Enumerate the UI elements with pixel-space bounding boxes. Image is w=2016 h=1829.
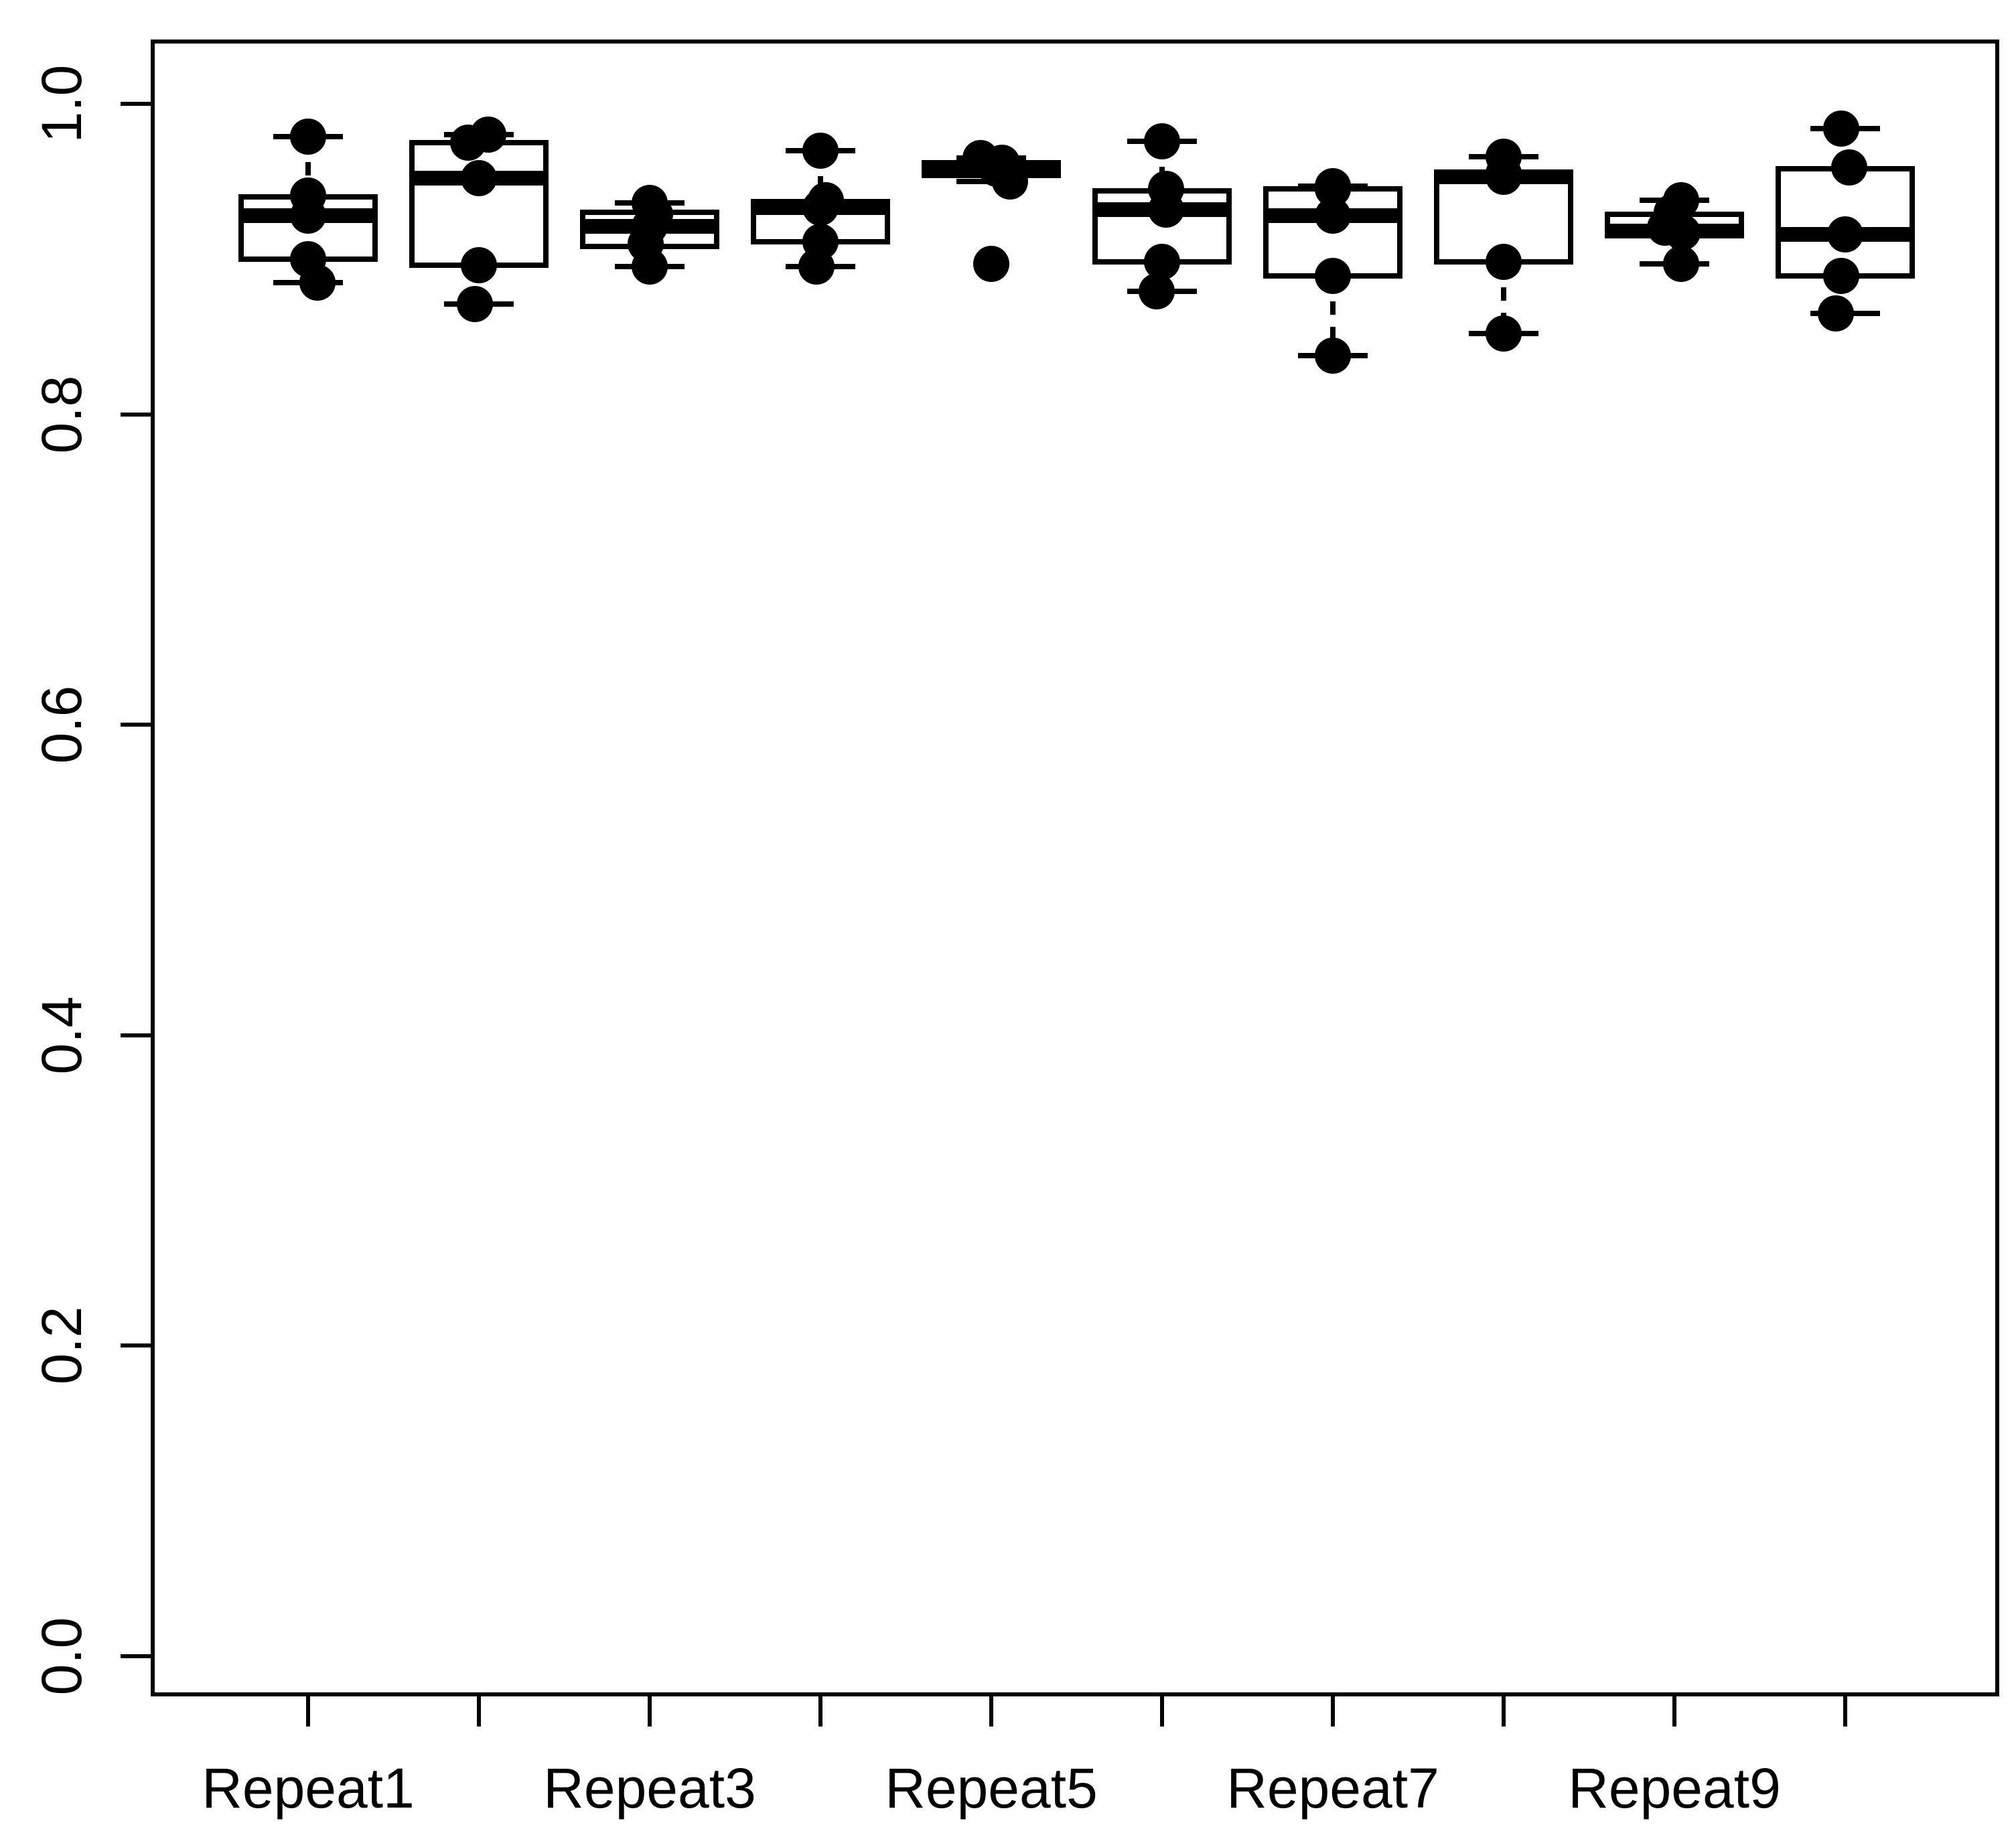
x-axis-tick [818, 1694, 822, 1727]
data-point [1315, 258, 1351, 295]
lower-whisker-line [476, 265, 482, 304]
y-axis-tick [121, 1343, 153, 1348]
data-point [1823, 111, 1859, 147]
upper-whisker-line [818, 150, 823, 202]
data-point [290, 197, 326, 234]
x-axis-tick [989, 1694, 993, 1727]
data-point [1144, 123, 1180, 159]
x-axis-tick [1672, 1694, 1676, 1727]
y-axis-tick [121, 1033, 153, 1037]
y-tick-label: 0.8 [30, 375, 93, 453]
x-tick-label: Repeat7 [1226, 1757, 1439, 1820]
y-axis-tick [121, 723, 153, 727]
x-axis-tick [306, 1694, 310, 1727]
y-axis-tick [121, 102, 153, 106]
data-point [1139, 273, 1175, 310]
y-axis-tick [121, 1654, 153, 1658]
y-tick-label: 0.2 [30, 1307, 93, 1385]
data-point [461, 160, 497, 197]
x-tick-label: Repeat9 [1568, 1757, 1781, 1820]
data-point [1831, 149, 1867, 186]
x-axis-tick [1843, 1694, 1847, 1727]
data-point [1827, 216, 1863, 252]
data-point [1148, 191, 1184, 228]
x-tick-label: Repeat1 [202, 1757, 415, 1820]
y-tick-label: 0.6 [30, 685, 93, 764]
data-point [450, 124, 486, 161]
data-point [798, 248, 835, 285]
x-axis-tick [477, 1694, 481, 1727]
lower-whisker-line [1843, 276, 1848, 313]
data-point [461, 247, 497, 284]
data-point [1315, 337, 1351, 374]
x-axis-tick [1160, 1694, 1164, 1727]
data-point [1664, 214, 1701, 251]
data-point [457, 286, 493, 323]
plot-area-frame [151, 40, 1999, 1696]
data-point [973, 245, 1009, 282]
upper-whisker-line [1159, 141, 1165, 191]
upper-whisker-line [1843, 129, 1848, 169]
data-point [992, 163, 1028, 200]
data-point [1823, 258, 1859, 295]
x-axis-tick [648, 1694, 652, 1727]
data-point [1663, 245, 1699, 282]
lower-whisker-line [1330, 276, 1336, 356]
y-tick-label: 0.4 [30, 996, 93, 1075]
y-axis-tick [121, 412, 153, 417]
data-point [1486, 158, 1522, 195]
x-axis-tick [1502, 1694, 1506, 1727]
y-tick-label: 1.0 [30, 64, 93, 143]
x-tick-label: Repeat3 [543, 1757, 756, 1820]
data-point [299, 264, 336, 301]
upper-whisker-line [305, 136, 311, 198]
data-point [632, 248, 668, 285]
data-point [802, 190, 839, 226]
y-tick-label: 0.0 [30, 1617, 93, 1696]
data-point [1315, 197, 1351, 234]
x-tick-label: Repeat5 [885, 1757, 1098, 1820]
x-axis-tick [1331, 1694, 1335, 1727]
data-point [1486, 315, 1522, 352]
data-point [802, 132, 839, 169]
data-point [1486, 244, 1522, 281]
data-point [290, 118, 326, 155]
data-point [1818, 295, 1854, 332]
lower-whisker-line [1501, 262, 1506, 334]
